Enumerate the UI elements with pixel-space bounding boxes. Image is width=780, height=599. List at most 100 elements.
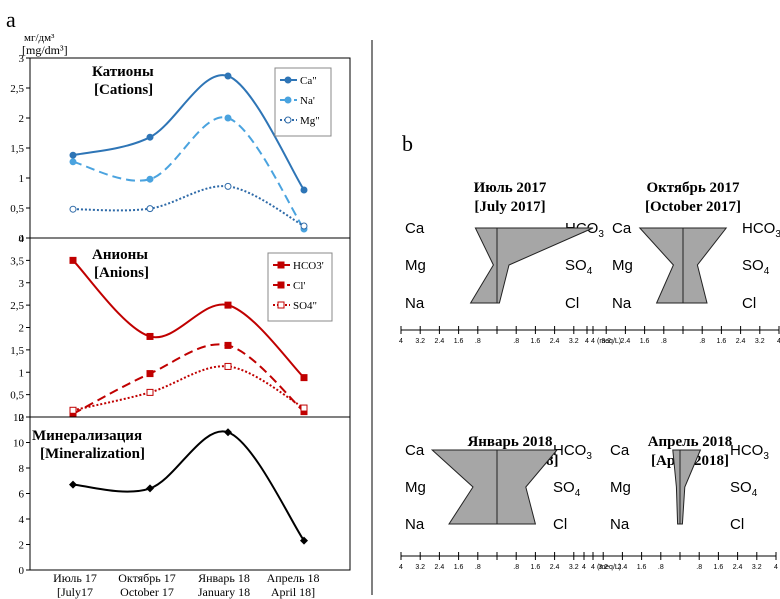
x-label-ru-2: Октябрь 17: [118, 571, 176, 585]
scale-tick-label: 1.6: [640, 338, 650, 345]
series-line: [72, 365, 305, 412]
chart-marks: 00,511,522,53Катионы[Cations]Ca"Na'Mg"00…: [10, 53, 780, 577]
ion-label-right: Cl: [553, 516, 567, 533]
scale-tick-label: 2.4: [733, 564, 743, 571]
series-point: [224, 182, 232, 190]
series-line: [72, 185, 305, 227]
y-tick-label: 1: [19, 367, 25, 379]
ion-label-right: Cl: [565, 295, 579, 312]
y-tick-label: 2: [19, 323, 25, 335]
scale-tick-label: 3.2: [569, 338, 579, 345]
legend-marker: [284, 76, 292, 84]
y-tick-label: 3: [19, 278, 25, 290]
stiff-subtitle: [October 2017]: [645, 199, 741, 215]
series-point: [224, 428, 232, 437]
y-tick-label: 1,5: [10, 143, 24, 155]
series-line: [72, 343, 305, 415]
x-label-en-3: January 18: [198, 585, 250, 599]
subplot-title: Анионы: [92, 247, 148, 263]
stiff-diagram-3: Январь 2018[January 2018]CaMgNaHCO3SO4Cl…: [399, 434, 621, 571]
scale-tick-label: 4: [585, 338, 589, 345]
x-label-ru-4: Апрель 18: [267, 571, 320, 585]
stiff-title: Октябрь 2017: [646, 180, 740, 196]
stiff-polygon: [469, 227, 594, 304]
ion-label-left: Na: [405, 516, 425, 533]
scale-tick-label: 1.6: [714, 564, 724, 571]
ion-label-left: Na: [405, 295, 425, 312]
scale-tick-label: .8: [513, 564, 519, 571]
ion-label-right: Cl: [730, 516, 744, 533]
series-point: [224, 114, 232, 122]
x-label-en-4: April 18]: [271, 585, 315, 599]
scale-tick-label: 3.2: [601, 338, 611, 345]
series-point: [224, 72, 232, 80]
scale-tick-label: 4: [774, 564, 778, 571]
ion-label-left: Mg: [405, 257, 426, 274]
ion-label-right: SO4: [742, 257, 770, 277]
y-tick-label: 4: [19, 514, 25, 526]
y-tick-label: 3,5: [10, 255, 24, 267]
scale-tick-label: .8: [661, 338, 667, 345]
legend-label: Cl': [293, 280, 305, 292]
legend-label: SO4": [293, 300, 317, 312]
ion-label-right: Cl: [742, 295, 756, 312]
series-point: [300, 186, 308, 194]
scale-tick-label: 3.2: [415, 564, 425, 571]
scale-tick-label: 2.4: [435, 338, 445, 345]
stiff-title: Январь 2018: [467, 434, 552, 450]
series-point: [224, 301, 232, 309]
ion-label-left: Mg: [610, 479, 631, 496]
subplot-title: Минерализация: [32, 428, 142, 444]
scale-unit-label: (meq/L): [597, 338, 621, 345]
ion-label-left: Na: [610, 516, 630, 533]
legend-label: Na': [300, 95, 315, 107]
scale-tick-label: .8: [475, 338, 481, 345]
scale-tick-label: 4: [777, 338, 780, 345]
stiff-polygon: [672, 449, 702, 525]
y-tick-label: 0: [19, 412, 25, 424]
scale-tick-label: 2.4: [550, 338, 560, 345]
stiff-title: Июль 2017: [474, 180, 547, 196]
series-point: [69, 158, 77, 166]
series-line: [72, 116, 305, 230]
legend-marker: [277, 301, 285, 309]
scale-tick-label: .8: [475, 564, 481, 571]
series-point: [69, 151, 77, 159]
series-point: [146, 332, 154, 340]
x-label-ru-1: Июль 17: [53, 571, 97, 585]
series-point: [146, 205, 154, 213]
scale-tick-label: 2.4: [621, 338, 631, 345]
subplot-2: 0 0,5 1 1,5 2 2,5 3 3,5 4 Анионы [Anions] HCO3' Cl' S…: [10, 233, 351, 424]
subplot-title: Катионы: [92, 64, 154, 80]
scale-tick-label: .8: [513, 338, 519, 345]
stiff-polygon: [430, 449, 559, 525]
scale-tick-label: 4: [399, 338, 403, 345]
y-tick-label: 0,5: [10, 390, 24, 402]
scale-tick-label: 4: [591, 338, 595, 345]
subplot-3: 0 2 4 6 8 10 12 Минерализация [Mineralization]: [13, 412, 351, 577]
ion-label-left: Ca: [405, 220, 425, 237]
scale-tick-label: .8: [658, 564, 664, 571]
subplot-1: 0 0,5 1 1,5 2 2,5 3 Катионы [Cations] Ca" Na' Mg": [10, 53, 351, 245]
subplot-subtitle: [Mineralization]: [40, 446, 145, 462]
scale-tick-label: .8: [696, 564, 702, 571]
scale-tick-label: 1.6: [531, 564, 541, 571]
series-point: [146, 370, 154, 378]
series-point: [69, 256, 77, 264]
scale-tick-label: .8: [699, 338, 705, 345]
ion-label-right: SO4: [565, 257, 593, 277]
scale-tick-label: 3.2: [415, 338, 425, 345]
scale-tick-label: 1.6: [454, 338, 464, 345]
legend-label: Ca": [300, 75, 317, 87]
scale-tick-label: 2.4: [435, 564, 445, 571]
y-tick-label: 2: [19, 113, 25, 125]
scale-tick-label: 3.2: [569, 564, 579, 571]
ion-label-left: Ca: [405, 442, 425, 459]
y-tick-label: 0: [19, 565, 25, 577]
ion-label-left: Ca: [612, 220, 632, 237]
legend-marker: [277, 281, 285, 289]
scale-tick-label: 2.4: [618, 564, 628, 571]
scale-unit-label: (meq/L): [597, 564, 621, 571]
scale-tick-label: 1.6: [454, 564, 464, 571]
